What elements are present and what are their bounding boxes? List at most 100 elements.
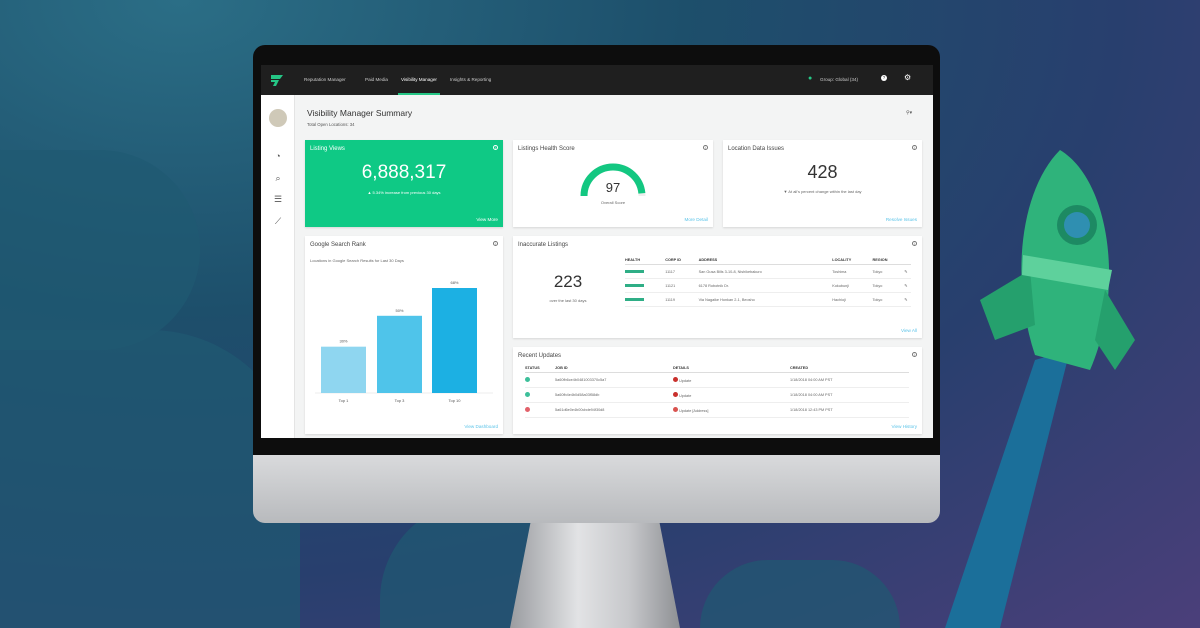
google-icon	[673, 407, 678, 412]
nav-reputation-manager[interactable]: Reputation Manager	[304, 77, 346, 82]
location-search-icon[interactable]: ⌕	[275, 173, 281, 183]
info-icon[interactable]: i	[912, 145, 917, 150]
edit-pencil-icon[interactable]: ✎	[904, 292, 911, 307]
category-label: Top 3	[395, 398, 406, 403]
table-row: 11119 Via Nagaike Honkan 2-1, Beosho Hachi…	[625, 292, 911, 307]
info-icon[interactable]: i	[912, 352, 917, 357]
monitor-chin	[253, 455, 940, 523]
region: Tokyo	[872, 278, 905, 293]
listing-views-change: ▲ 5.34% increase from previous 30 days	[367, 190, 441, 195]
col-status: STATUS	[525, 364, 555, 373]
corp-id: 11121	[665, 278, 699, 293]
top-nav: Reputation Manager Paid Media Visibility…	[261, 65, 933, 95]
edit-pencil-icon[interactable]: ✎	[904, 278, 911, 293]
info-icon[interactable]: i	[493, 241, 498, 246]
card-title: Listing Views	[310, 146, 345, 152]
card-title: Listings Health Score	[518, 146, 575, 152]
data-label: 68%	[450, 280, 458, 285]
view-more-link[interactable]: View More	[476, 217, 498, 222]
col-job-id: JOB ID	[555, 364, 673, 373]
page-title: Visibility Manager Summary	[307, 108, 413, 118]
avatar[interactable]	[269, 109, 287, 127]
list-icon[interactable]: ☰	[273, 194, 283, 204]
nav-paid-media[interactable]: Paid Media	[365, 77, 388, 82]
col-details: DETAILS	[673, 364, 790, 373]
table-row: 5a60fb6ce4b0481003370c5a7 Update 1/18/201…	[525, 372, 909, 388]
table-row: 5a60fb4e4b0d58a03f58db Update 1/18/2018 0…	[525, 387, 909, 403]
locality: Kokubunji	[832, 278, 873, 293]
health-bar	[625, 297, 644, 301]
settings-gear-icon[interactable]: ⚙	[904, 73, 912, 82]
address: Via Nagaike Honkan 2-1, Beosho	[698, 292, 833, 307]
nav-visibility-manager[interactable]: Visibility Manager	[401, 77, 437, 82]
card-title: Inaccurate Listings	[518, 242, 569, 248]
col-corp-id: CORP ID	[665, 256, 699, 265]
more-detail-link[interactable]: More Detail	[684, 217, 709, 222]
bar-top-1	[321, 346, 366, 393]
corp-id: 11117	[665, 264, 699, 279]
view-all-link[interactable]: View All	[900, 328, 917, 333]
col-address: ADDRESS	[698, 256, 833, 265]
filter-menu-button[interactable]: ⚲▾	[906, 110, 913, 116]
resolve-issues-link[interactable]: Resolve Issues	[885, 217, 917, 222]
locality: Toshima	[832, 264, 873, 279]
info-icon[interactable]: i	[493, 145, 498, 150]
details: Update [Address]	[679, 409, 709, 413]
view-dashboard-link[interactable]: View Dashboard	[464, 424, 498, 429]
created: 1/18/2018 04:00 AM PST	[790, 372, 909, 388]
created: 1/18/2018 04:00 AM PST	[790, 387, 909, 403]
info-icon[interactable]: i	[703, 145, 708, 150]
corp-id: 11119	[665, 292, 699, 307]
health-bar	[625, 269, 644, 273]
col-health: HEALTH	[625, 256, 666, 265]
inaccurate-listings-card: Inaccurate Listings i 223 over the last …	[513, 236, 922, 338]
rocket-illustration	[945, 150, 1135, 628]
job-id[interactable]: 5a60fb4e4b0d58a03f58db	[555, 387, 673, 403]
region: Tokyo	[872, 292, 905, 307]
locality: Hachioji	[832, 292, 873, 307]
health-score-label: Overall Score	[600, 200, 626, 205]
table-row: 11121 6178 Robotnik Dr. Kokubunji Tokyo ✎	[625, 278, 911, 293]
card-title: Location Data Issues	[728, 146, 785, 152]
listing-views-card: Listing Views i 6,888,317 ▲ 5.34% increa…	[305, 140, 503, 227]
trend-chart-icon[interactable]: ⟋	[274, 216, 282, 226]
data-label: 30%	[339, 339, 347, 344]
chart-subtitle: Locations in Google Search Results for L…	[310, 258, 404, 263]
location-issues-card: Location Data Issues i 428 ▼ At all's pe…	[723, 140, 922, 227]
logo-icon	[271, 75, 283, 86]
bar-top-10	[432, 288, 477, 393]
status-error-icon	[525, 407, 530, 412]
address: San Gusa Bills 3-10-8, Nishikebakuro	[698, 264, 833, 279]
info-icon[interactable]: i	[912, 241, 917, 246]
health-bar	[625, 283, 644, 287]
address: 6178 Robotnik Dr.	[698, 278, 833, 293]
google-icon	[673, 377, 678, 382]
job-id[interactable]: 5a61d6e0e4b00cbde94f30d8	[555, 402, 673, 418]
view-history-link[interactable]: View History	[891, 424, 917, 429]
change-text: At all's percent change within the last …	[788, 189, 862, 194]
bar-top-3	[377, 315, 422, 393]
status-success-icon	[525, 392, 530, 397]
location-issues-change: ▼ At all's percent change within the las…	[783, 189, 862, 194]
dashboard-screen: Reputation Manager Paid Media Visibility…	[261, 65, 933, 438]
help-icon[interactable]: ?	[881, 75, 887, 81]
category-label: Top 10	[448, 398, 461, 403]
dashboard-icon[interactable]: ◔	[275, 151, 281, 161]
region: Tokyo	[872, 264, 905, 279]
edit-pencil-icon[interactable]: ✎	[904, 264, 911, 279]
group-selector[interactable]: Group: Global (34)	[820, 77, 859, 82]
change-text: 5.34% increase from previous 30 days	[372, 190, 441, 195]
health-score-card: Listings Health Score i 97 Overall Score…	[513, 140, 713, 227]
col-locality: LOCALITY	[832, 256, 873, 265]
listing-views-value: 6,888,317	[361, 162, 447, 183]
col-region: REGION	[872, 256, 905, 265]
page-subtitle: Total Open Locations: 34	[307, 122, 355, 127]
monitor-stand	[510, 523, 680, 628]
details: Update	[679, 379, 692, 383]
health-gauge	[580, 163, 646, 197]
background-cloud	[0, 330, 300, 628]
background-cloud	[0, 150, 200, 350]
inaccurate-table: HEALTH CORP ID ADDRESS LOCALITY REGION 11117…	[625, 256, 911, 307]
job-id[interactable]: 5a60fb6ce4b0481003370c5a7	[555, 372, 673, 388]
nav-insights-reporting[interactable]: Insights & Reporting	[450, 77, 492, 82]
